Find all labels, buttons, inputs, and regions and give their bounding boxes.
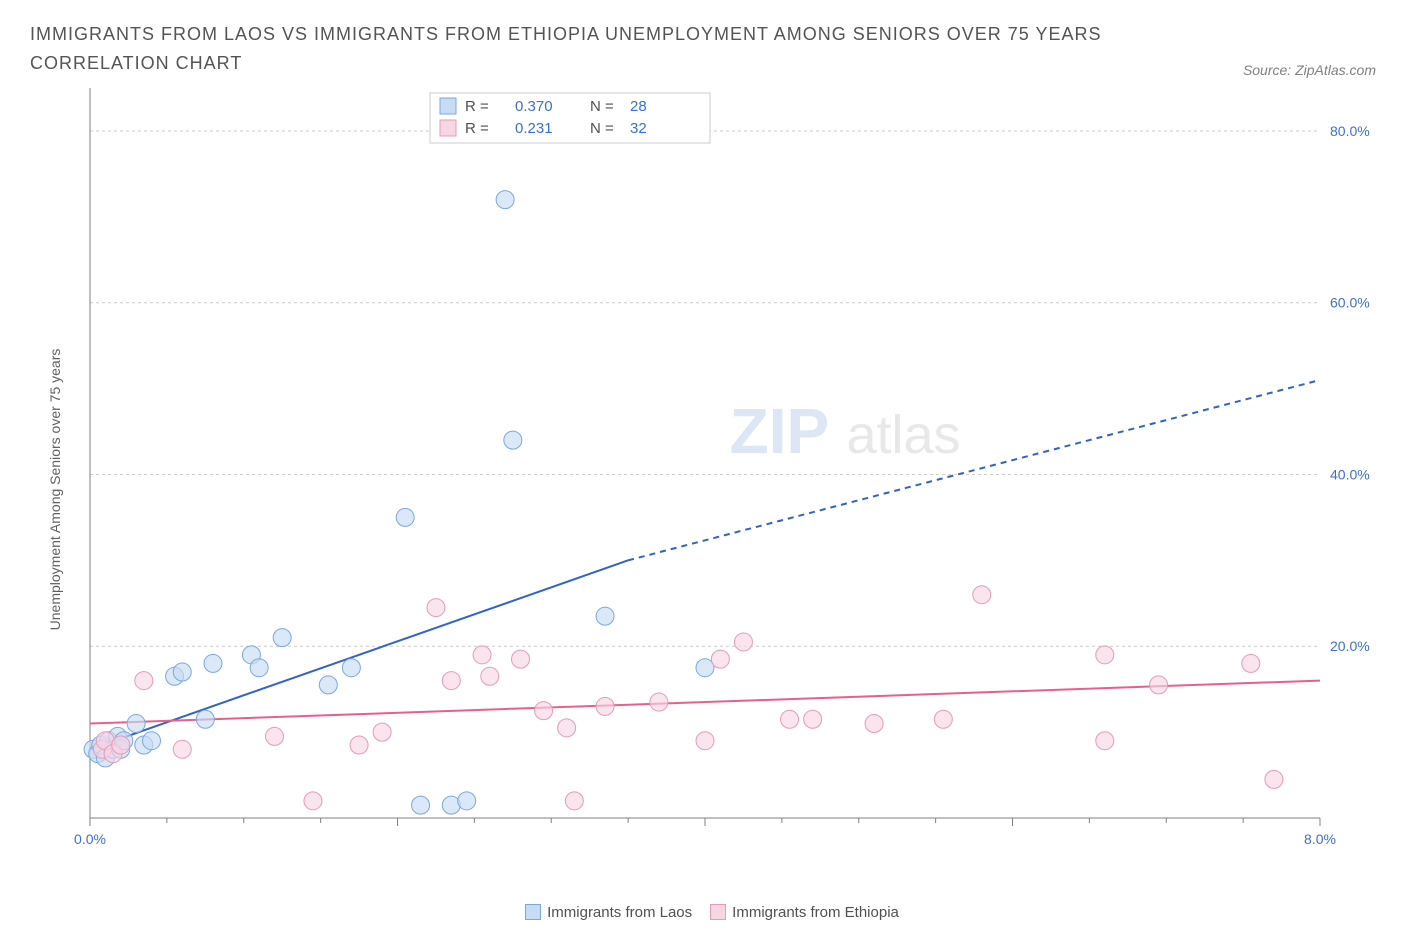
scatter-chart: ZIP atlas 0.0% 8.0% 20.0% 40.0% 60.0% 80.0% Unem… xyxy=(30,88,1376,898)
svg-text:R =: R = xyxy=(465,120,489,137)
svg-text:Unemployment Among Seniors ove: Unemployment Among Seniors over 75 years xyxy=(47,348,63,630)
svg-text:0.0%: 0.0% xyxy=(74,831,106,847)
svg-text:atlas: atlas xyxy=(846,405,960,465)
svg-text:0.231: 0.231 xyxy=(515,120,553,137)
svg-text:N =: N = xyxy=(590,120,614,137)
svg-text:40.0%: 40.0% xyxy=(1330,466,1370,482)
svg-text:0.370: 0.370 xyxy=(515,98,553,115)
svg-text:8.0%: 8.0% xyxy=(1304,831,1336,847)
svg-text:R =: R = xyxy=(465,98,489,115)
svg-text:60.0%: 60.0% xyxy=(1330,294,1370,310)
svg-text:32: 32 xyxy=(630,120,647,137)
svg-text:ZIP: ZIP xyxy=(730,395,830,467)
source-text: Source: ZipAtlas.com xyxy=(1243,62,1376,78)
chart-title: IMMIGRANTS FROM LAOS VS IMMIGRANTS FROM … xyxy=(30,20,1130,78)
svg-text:N =: N = xyxy=(590,98,614,115)
svg-text:20.0%: 20.0% xyxy=(1330,638,1370,654)
svg-text:28: 28 xyxy=(630,98,647,115)
svg-text:80.0%: 80.0% xyxy=(1330,123,1370,139)
